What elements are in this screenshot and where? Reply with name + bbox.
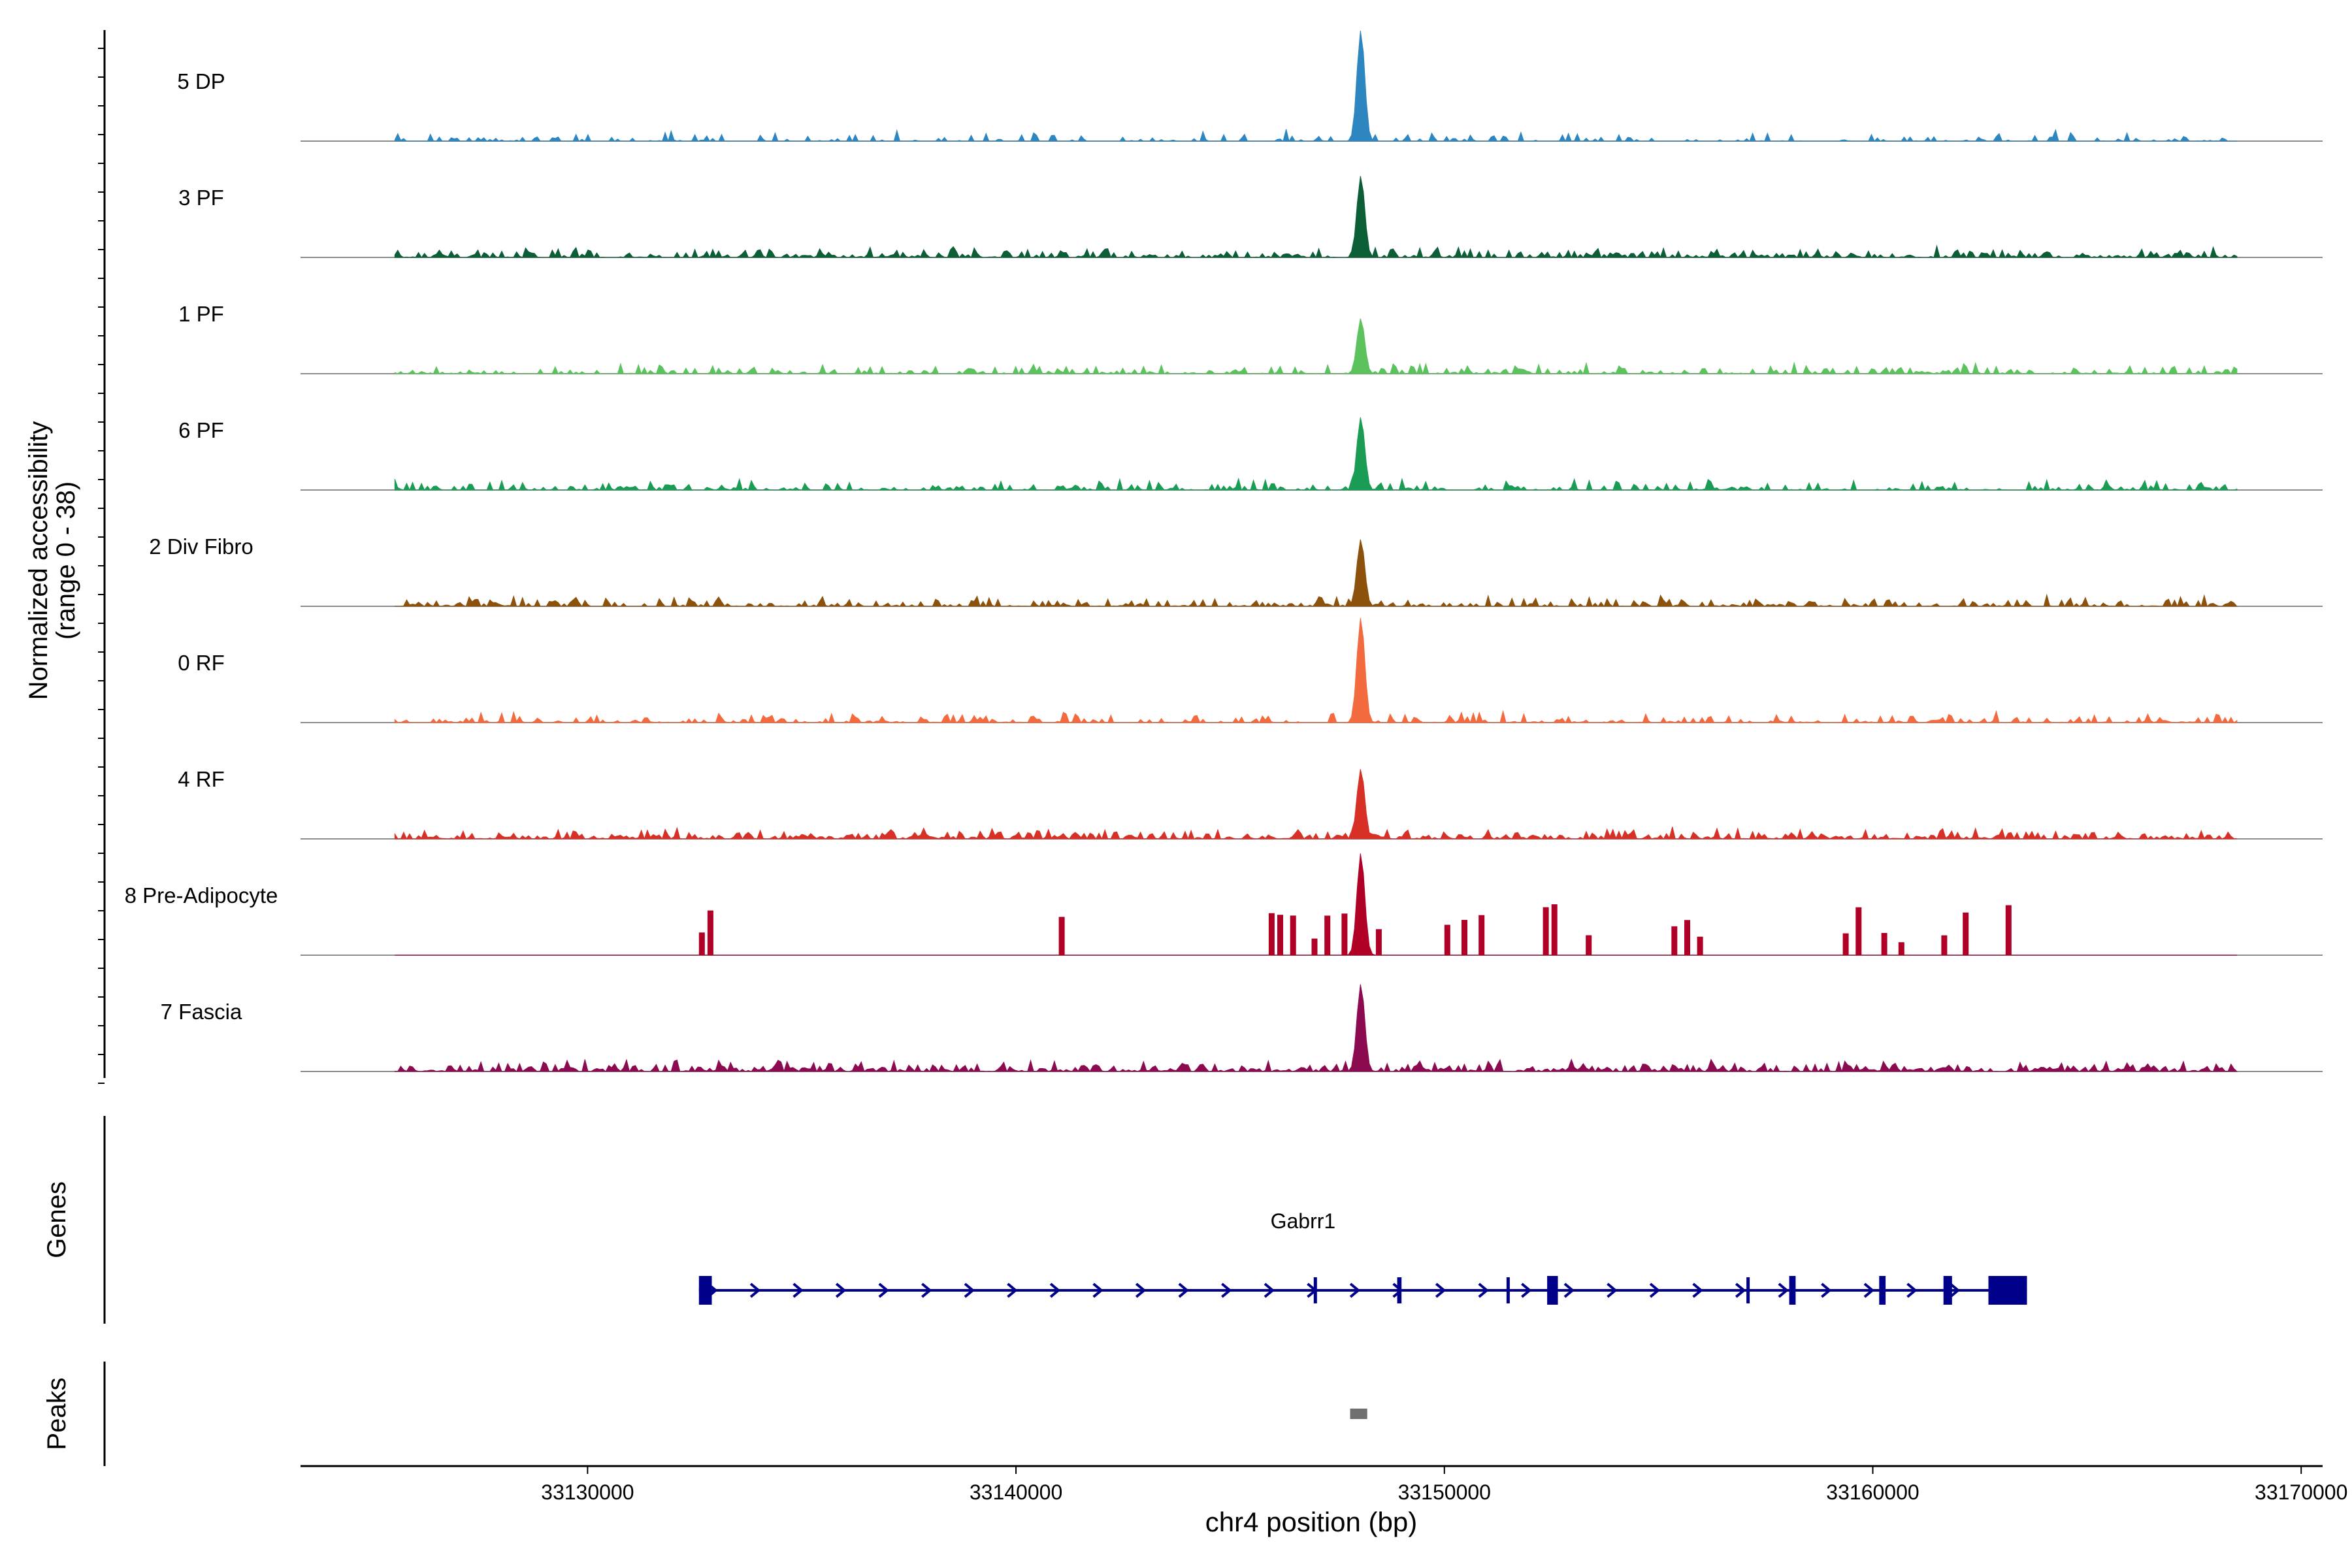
track-label: 3 PF [178, 186, 224, 210]
coverage-area [394, 984, 2238, 1073]
coverage-block [1478, 915, 1485, 955]
strand-arrow [1949, 1282, 1961, 1298]
coverage-block [1586, 935, 1592, 955]
strand-arrow [1221, 1282, 1232, 1298]
coverage-block [1543, 907, 1549, 955]
strand-arrow [1778, 1282, 1789, 1298]
x-axis-tick-label: 33150000 [1398, 1480, 1491, 1504]
exon-block [1313, 1277, 1317, 1303]
strand-arrow [878, 1282, 889, 1298]
track-label: 2 Div Fibro [149, 534, 253, 559]
exon-block [1988, 1276, 2027, 1305]
coverage-block [1551, 904, 1558, 955]
coverage-block [1855, 907, 1862, 955]
gene-track: Gabrr1 [698, 1209, 2027, 1305]
coverage-block [1324, 915, 1331, 955]
coverage-area [394, 318, 2238, 375]
strand-arrow [1264, 1282, 1275, 1298]
strand-arrow [1607, 1282, 1618, 1298]
strand-arrow [964, 1282, 975, 1298]
coverage-block [1671, 926, 1678, 955]
coverage-area [394, 176, 2238, 259]
coverage-block [1881, 933, 1887, 955]
strand-arrow [921, 1282, 932, 1298]
strand-arrow [1563, 1282, 1575, 1298]
coverage-block [1277, 915, 1283, 955]
exon-block [1746, 1277, 1750, 1303]
exon-block [1943, 1276, 1952, 1305]
track-label: 5 DP [177, 69, 225, 93]
peaks-track [1350, 1409, 1367, 1419]
strand-arrow [1092, 1282, 1103, 1298]
coverage-area [394, 30, 2237, 142]
track-label: 8 Pre-Adipocyte [125, 883, 278, 907]
exon-block [1397, 1277, 1402, 1303]
coverage-area [394, 539, 2238, 608]
coverage-block [1444, 924, 1450, 955]
coverage-block [698, 932, 705, 955]
x-axis-tick-label: 33160000 [1826, 1480, 1919, 1504]
strand-arrow [1692, 1282, 1703, 1298]
x-axis-label: chr4 position (bp) [1205, 1507, 1418, 1537]
y-axis-label: Normalized accessibility [24, 421, 53, 700]
exon-block [698, 1276, 712, 1305]
coverage-area [394, 769, 2237, 840]
strand-arrow [792, 1282, 804, 1298]
coverage-block [1375, 929, 1382, 955]
strand-arrow [1521, 1282, 1532, 1298]
coverage-block [1058, 917, 1065, 955]
strand-arrow [1349, 1282, 1361, 1298]
strand-arrow [1435, 1282, 1446, 1298]
tracks-y-axis-ticks [98, 48, 105, 1084]
coverage-block [1941, 935, 1948, 955]
exon-block [1506, 1277, 1510, 1303]
coverage-block [1290, 915, 1296, 955]
coverage-block [2005, 905, 2012, 955]
strand-arrow [835, 1282, 847, 1298]
peaks-panel-label: Peaks [42, 1377, 71, 1450]
x-axis: 33130000 33140000 33150000 33160000 33170000 [541, 1466, 2347, 1504]
coverage-block [1697, 936, 1703, 955]
exon-block [1879, 1276, 1886, 1305]
strand-arrow [1135, 1282, 1147, 1298]
track-label: 4 RF [178, 767, 225, 791]
strand-arrow [1735, 1282, 1746, 1298]
strand-arrow [1178, 1282, 1189, 1298]
x-axis-tick-label: 33170000 [2255, 1480, 2347, 1504]
coverage-area [394, 617, 2238, 724]
strand-arrow [1478, 1282, 1489, 1298]
track-label: 6 PF [178, 418, 224, 442]
strand-arrow [1049, 1282, 1061, 1298]
coverage-block [1898, 942, 1904, 955]
coverage-block [1462, 920, 1467, 955]
exon-block [1547, 1276, 1558, 1305]
coverage-area [394, 417, 2238, 491]
genes-panel-label: Genes [42, 1181, 71, 1258]
coverage-block [1311, 938, 1318, 955]
coverage-block [1684, 920, 1690, 955]
y-axis-range-label: (range 0 - 38) [52, 482, 80, 640]
coverage-block [1341, 913, 1348, 955]
strand-arrow [1649, 1282, 1661, 1298]
exon-block [1789, 1276, 1796, 1305]
x-axis-tick-label: 33140000 [970, 1480, 1062, 1504]
strand-arrow [1821, 1282, 1832, 1298]
track-label: 7 Fascia [161, 1000, 242, 1024]
track-label: 1 PF [178, 302, 224, 326]
track-label: 0 RF [178, 651, 225, 675]
coverage-block [1842, 933, 1849, 955]
coverage-tracks: 5 DP 3 PF 1 PF 6 PF 2 Div Fibro 0 RF 4 RF 8 Pre… [125, 30, 2323, 1073]
coverage-block [1268, 913, 1275, 955]
strand-arrow [1007, 1282, 1018, 1298]
gene-name-label: Gabrr1 [1271, 1209, 1336, 1233]
strand-arrow [1863, 1282, 1875, 1298]
x-axis-tick-label: 33130000 [541, 1480, 634, 1504]
coverage-block [1963, 912, 1969, 955]
strand-arrow [1906, 1282, 1918, 1298]
strand-arrow [749, 1282, 761, 1298]
coverage-block [707, 910, 713, 955]
peak-region [1350, 1409, 1367, 1419]
